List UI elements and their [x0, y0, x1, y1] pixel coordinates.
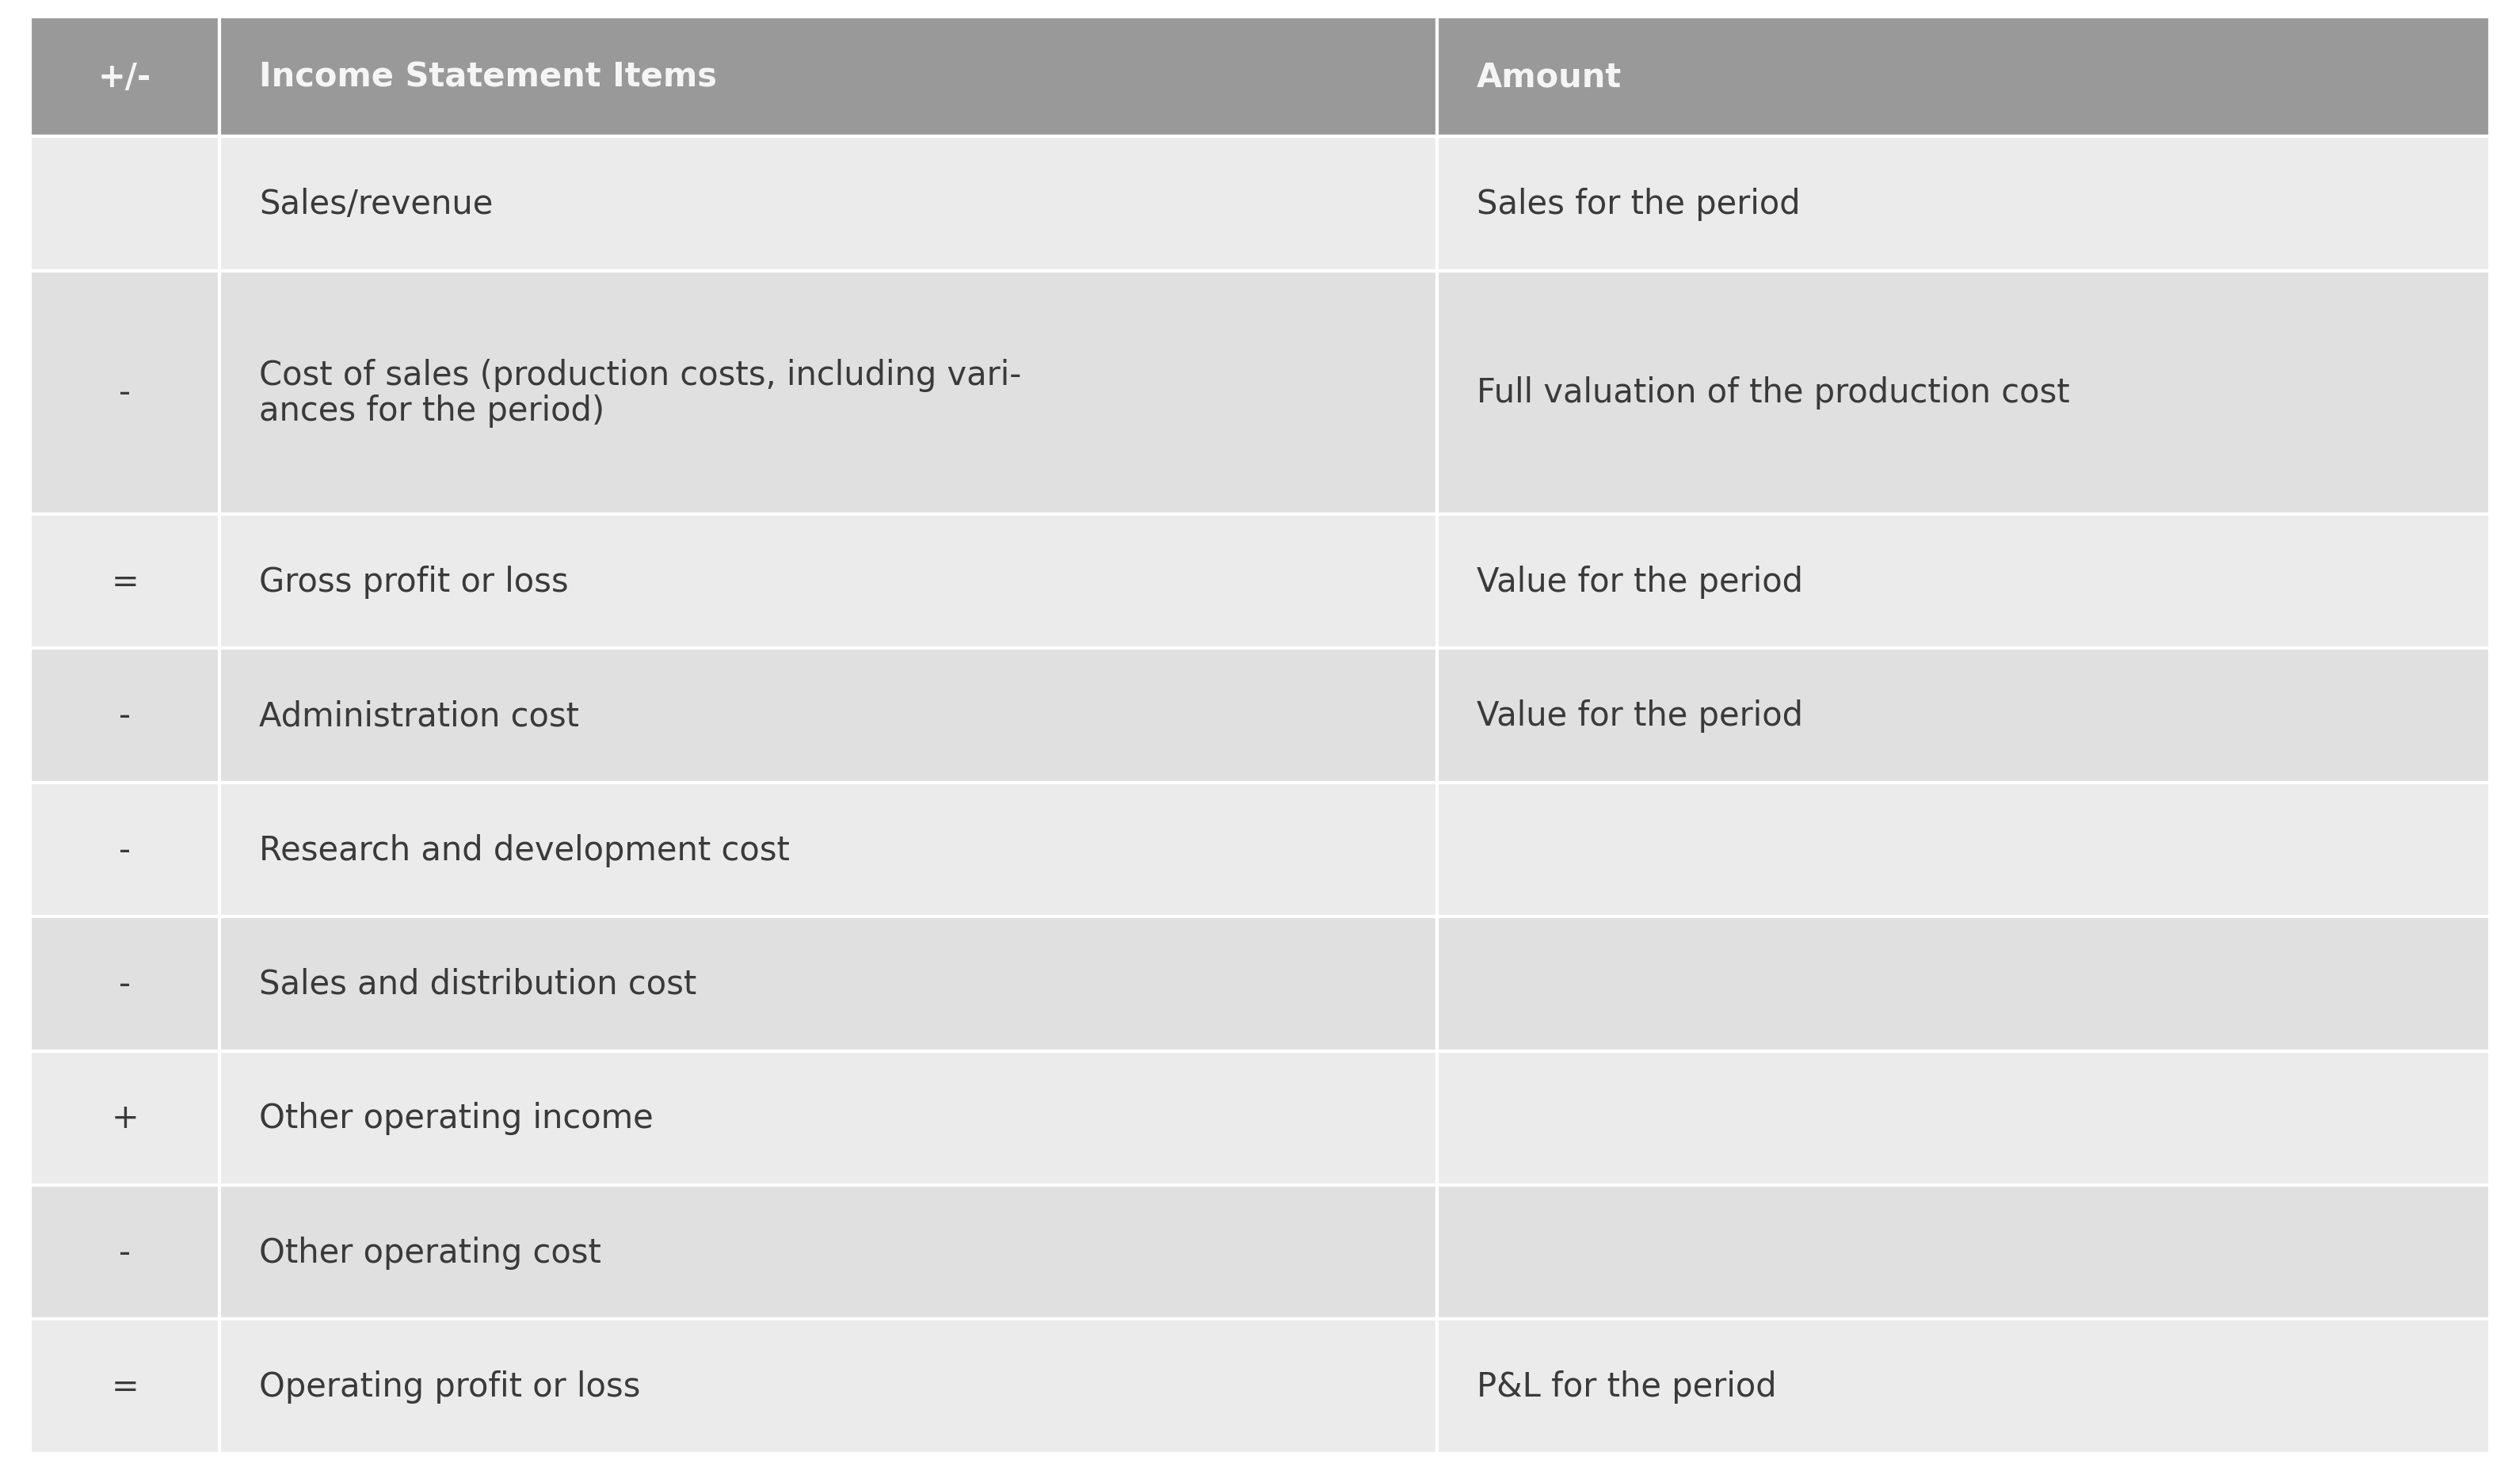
Text: +: +	[111, 1102, 139, 1134]
Bar	[30, 1052, 219, 1186]
Text: Income Statement Items: Income Statement Items	[260, 60, 716, 94]
Bar	[30, 271, 219, 515]
Bar	[30, 1319, 219, 1453]
Bar	[219, 18, 1436, 137]
Text: Administration cost: Administration cost	[260, 699, 580, 733]
Text: Gross profit or loss: Gross profit or loss	[260, 565, 570, 599]
Bar	[219, 515, 1436, 649]
Bar	[1436, 1319, 2490, 1453]
Text: Value for the period: Value for the period	[1477, 699, 1802, 733]
Text: -: -	[118, 1236, 131, 1269]
Text: =: =	[111, 1370, 139, 1403]
Text: Research and development cost: Research and development cost	[260, 833, 789, 866]
Bar	[219, 1052, 1436, 1186]
Bar	[1436, 271, 2490, 515]
Bar	[219, 1319, 1436, 1453]
Text: Other operating cost: Other operating cost	[260, 1236, 602, 1269]
Bar	[219, 783, 1436, 916]
Text: Value for the period: Value for the period	[1477, 565, 1802, 599]
Text: Other operating income: Other operating income	[260, 1102, 653, 1134]
Bar	[30, 916, 219, 1052]
Bar	[1436, 783, 2490, 916]
Bar	[1436, 1186, 2490, 1319]
Text: =: =	[111, 565, 139, 599]
Text: Amount: Amount	[1477, 60, 1620, 94]
Text: Sales and distribution cost: Sales and distribution cost	[260, 968, 696, 1000]
Text: Sales/revenue: Sales/revenue	[260, 188, 494, 221]
Bar	[219, 137, 1436, 271]
Bar	[219, 649, 1436, 783]
Bar	[1436, 137, 2490, 271]
Bar	[30, 783, 219, 916]
Bar	[30, 137, 219, 271]
Text: P&L for the period: P&L for the period	[1477, 1370, 1777, 1403]
Text: Sales for the period: Sales for the period	[1477, 188, 1799, 221]
Bar	[30, 1186, 219, 1319]
Bar	[1436, 649, 2490, 783]
Text: -: -	[118, 833, 131, 866]
Text: Full valuation of the production cost: Full valuation of the production cost	[1477, 377, 2069, 409]
Bar	[1436, 1052, 2490, 1186]
Text: -: -	[118, 377, 131, 409]
Text: Cost of sales (production costs, including vari-: Cost of sales (production costs, includi…	[260, 359, 1021, 391]
Bar	[219, 271, 1436, 515]
Bar	[1436, 18, 2490, 137]
Text: ances for the period): ances for the period)	[260, 394, 605, 428]
Bar	[30, 18, 219, 137]
Text: +/-: +/-	[98, 60, 151, 94]
Bar	[219, 916, 1436, 1052]
Text: Operating profit or loss: Operating profit or loss	[260, 1370, 640, 1403]
Bar	[1436, 916, 2490, 1052]
Bar	[219, 1186, 1436, 1319]
Bar	[30, 649, 219, 783]
Text: -: -	[118, 968, 131, 1000]
Text: -: -	[118, 699, 131, 733]
Bar	[30, 515, 219, 649]
Bar	[1436, 515, 2490, 649]
